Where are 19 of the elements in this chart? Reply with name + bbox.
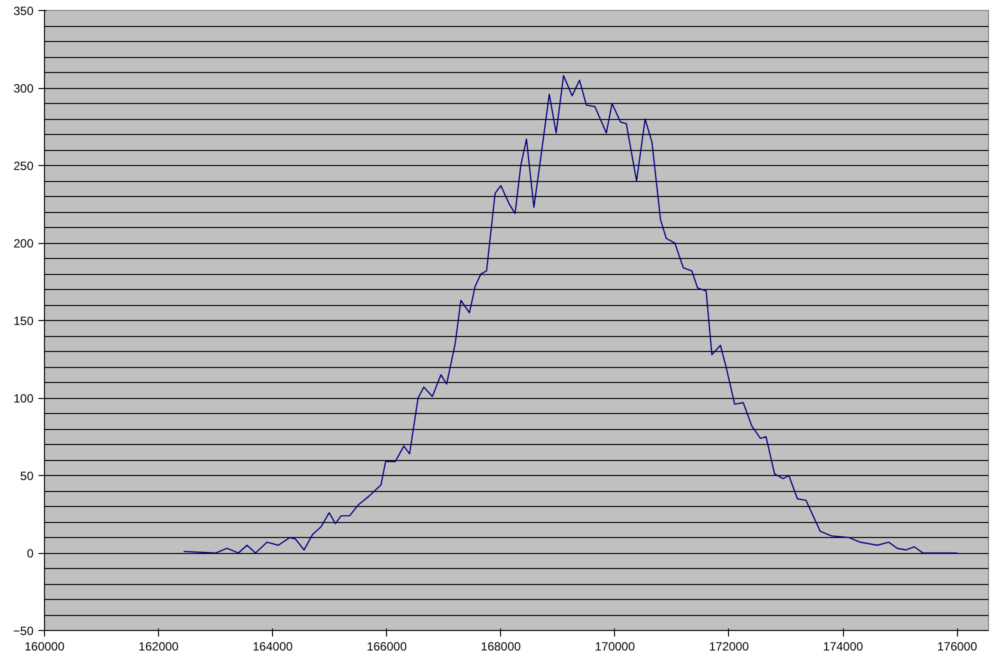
x-tick-label: 164000 xyxy=(252,640,294,654)
x-tick-label: 172000 xyxy=(708,640,750,654)
x-tick-label: 170000 xyxy=(594,640,636,654)
x-tick-label: 166000 xyxy=(366,640,408,654)
y-tick-label: 350 xyxy=(13,4,34,18)
y-tick-label: 100 xyxy=(13,392,34,406)
x-tick-label: 160000 xyxy=(24,640,65,654)
y-tick-label: 200 xyxy=(13,236,34,250)
x-tick-label: 174000 xyxy=(823,640,864,654)
x-tick-label: 162000 xyxy=(138,640,179,654)
x-tick-label: 168000 xyxy=(480,640,522,654)
line-series xyxy=(183,75,958,554)
y-tick-label: 50 xyxy=(20,469,34,483)
y-tick-label: 300 xyxy=(13,82,34,96)
y-tick-label: 250 xyxy=(13,159,34,173)
y-tick-label: −50 xyxy=(13,624,34,638)
x-tick-label: 176000 xyxy=(937,640,978,654)
y-tick-label: 150 xyxy=(13,314,34,328)
y-tick-label: 0 xyxy=(26,546,34,560)
